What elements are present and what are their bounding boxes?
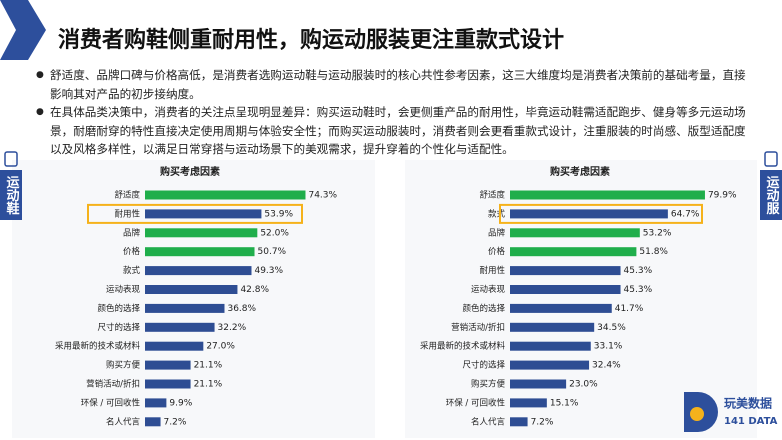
category-label: 舒适度 bbox=[479, 190, 505, 201]
category-label: 价格 bbox=[488, 246, 506, 257]
category-label: 环保 / 可回收性 bbox=[446, 397, 506, 408]
value-label: 50.7% bbox=[258, 247, 287, 257]
bar bbox=[510, 417, 528, 427]
bar bbox=[145, 266, 252, 276]
category-label: 运动表现 bbox=[106, 284, 141, 295]
logo-sub: 141 DATA bbox=[724, 416, 778, 427]
category-label: 运动表现 bbox=[471, 284, 506, 295]
value-label: 33.1% bbox=[594, 342, 623, 352]
slide-title: 消费者购鞋侧重耐用性，购运动服装更注重款式设计 bbox=[58, 28, 565, 53]
bullet: 舒适度、品牌口碑与价格高低，是消费者选购运动鞋与运动服装时的核心共性参考因素，这… bbox=[36, 66, 754, 103]
side-icon bbox=[4, 151, 18, 167]
highlight-box bbox=[87, 203, 303, 224]
value-label: 36.8% bbox=[227, 304, 256, 314]
bar bbox=[145, 209, 262, 219]
value-label: 42.8% bbox=[240, 285, 269, 295]
bar bbox=[145, 398, 167, 408]
value-label: 52.0% bbox=[260, 228, 289, 238]
category-label: 营销活动/折扣 bbox=[86, 379, 140, 390]
value-label: 45.3% bbox=[624, 285, 653, 295]
side-icon bbox=[764, 151, 778, 167]
bar bbox=[145, 303, 225, 313]
category-label: 采用最新的技术或材料 bbox=[420, 341, 506, 352]
category-label: 名人代言 bbox=[106, 416, 141, 427]
bullet: 在具体品类决策中，消费者的关注点呈现明显差异：购买运动鞋时，会更侧重产品的耐用性… bbox=[36, 103, 754, 159]
value-label: 49.3% bbox=[254, 266, 283, 276]
side-label: 运动鞋 bbox=[4, 176, 20, 216]
bar bbox=[510, 341, 591, 351]
value-label: 79.9% bbox=[708, 191, 737, 201]
bar bbox=[145, 285, 238, 294]
value-label: 53.2% bbox=[643, 228, 672, 238]
category-label: 耐用性 bbox=[114, 208, 140, 219]
side-label-bg bbox=[760, 170, 782, 220]
category-label: 品牌 bbox=[123, 227, 141, 238]
value-label: 9.9% bbox=[169, 398, 192, 408]
category-label: 款式 bbox=[488, 208, 506, 219]
side-label-bg bbox=[0, 170, 22, 220]
side-label: 运动服 bbox=[764, 176, 780, 216]
bar bbox=[145, 322, 215, 332]
value-label: 51.8% bbox=[639, 247, 668, 257]
value-label: 7.2% bbox=[164, 417, 187, 427]
value-label: 32.2% bbox=[218, 323, 247, 333]
category-label: 价格 bbox=[123, 246, 141, 257]
bar bbox=[510, 190, 705, 200]
value-label: 74.3% bbox=[308, 191, 337, 201]
category-label: 购买方便 bbox=[471, 379, 506, 390]
value-label: 27.0% bbox=[206, 342, 235, 352]
logo-drop bbox=[690, 407, 704, 421]
value-label: 53.9% bbox=[264, 209, 293, 219]
bar bbox=[145, 379, 191, 389]
bar bbox=[510, 303, 612, 313]
value-label: 41.7% bbox=[615, 304, 644, 314]
value-label: 32.4% bbox=[592, 361, 621, 371]
category-label: 购买方便 bbox=[106, 360, 141, 371]
category-label: 环保 / 可回收性 bbox=[81, 397, 141, 408]
category-label: 款式 bbox=[123, 265, 141, 276]
bar bbox=[510, 266, 621, 276]
bar bbox=[145, 341, 204, 351]
chart-title: 购买考虑因素 bbox=[160, 165, 220, 178]
bar bbox=[510, 209, 668, 219]
category-label: 颜色的选择 bbox=[97, 303, 140, 314]
bar bbox=[510, 360, 590, 370]
bar bbox=[510, 285, 621, 294]
bar bbox=[510, 228, 640, 238]
value-label: 15.1% bbox=[550, 398, 579, 408]
bar bbox=[510, 379, 567, 389]
category-label: 尺寸的选择 bbox=[97, 322, 140, 333]
bar bbox=[145, 228, 258, 238]
chart-title: 购买考虑因素 bbox=[550, 165, 610, 178]
category-label: 名人代言 bbox=[471, 416, 506, 427]
title-arrow bbox=[0, 0, 46, 60]
bar bbox=[145, 417, 161, 427]
category-label: 尺寸的选择 bbox=[462, 360, 505, 371]
chart-panel bbox=[12, 160, 375, 438]
bar bbox=[510, 247, 637, 257]
value-label: 21.1% bbox=[194, 361, 223, 371]
highlight-box bbox=[499, 203, 703, 224]
bar bbox=[510, 322, 595, 332]
bar bbox=[510, 398, 547, 408]
category-label: 采用最新的技术或材料 bbox=[55, 341, 141, 352]
value-label: 45.3% bbox=[624, 266, 653, 276]
value-label: 64.7% bbox=[671, 209, 700, 219]
value-label: 7.2% bbox=[531, 417, 554, 427]
category-label: 耐用性 bbox=[479, 265, 505, 276]
category-label: 舒适度 bbox=[114, 190, 140, 201]
value-label: 23.0% bbox=[569, 380, 598, 390]
category-label: 营销活动/折扣 bbox=[451, 322, 505, 333]
logo-name: 玩美数据 bbox=[724, 396, 772, 411]
value-label: 21.1% bbox=[194, 380, 223, 390]
bar bbox=[145, 247, 255, 257]
category-label: 颜色的选择 bbox=[462, 303, 505, 314]
category-label: 品牌 bbox=[488, 227, 506, 238]
bar bbox=[145, 190, 306, 200]
chart-panel bbox=[405, 160, 757, 438]
value-label: 34.5% bbox=[597, 323, 626, 333]
bar bbox=[145, 360, 191, 370]
